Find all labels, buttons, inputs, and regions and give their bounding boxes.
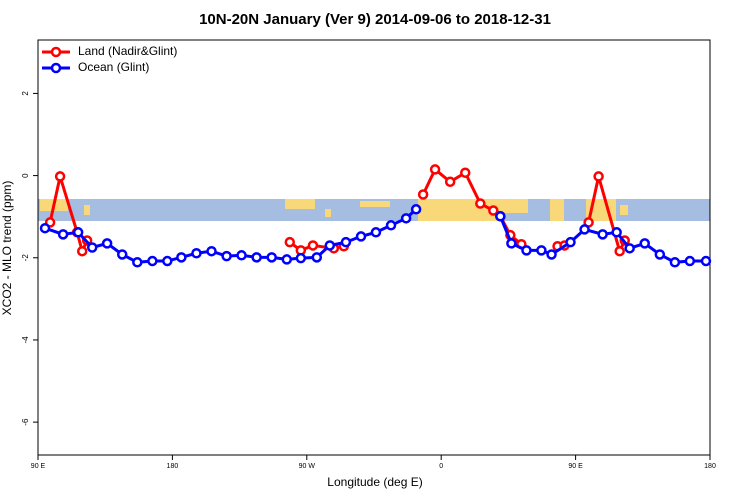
data-point — [639, 238, 650, 249]
plot-box — [37, 39, 711, 456]
land-patch — [620, 205, 628, 215]
data-point — [206, 245, 217, 257]
data-point — [281, 254, 293, 265]
data-point — [295, 252, 307, 264]
data-point — [39, 222, 51, 234]
y-tick-label: -4 — [21, 336, 30, 344]
data-point — [521, 245, 532, 256]
data-point — [410, 204, 422, 215]
data-point — [284, 236, 296, 248]
data-point — [236, 250, 247, 261]
data-point — [101, 238, 113, 249]
data-point — [488, 205, 499, 216]
x-tick-label: 0 — [439, 463, 443, 470]
data-point — [54, 171, 66, 182]
legend-label: Land (Nadir&Glint) — [78, 44, 177, 58]
data-point — [132, 257, 143, 268]
y-tick-label: -6 — [21, 418, 30, 426]
y-tick-label: 2 — [21, 91, 30, 96]
x-tick-label: 90 E — [31, 463, 46, 470]
data-point — [307, 240, 319, 251]
data-point — [76, 245, 88, 257]
data-point — [669, 257, 681, 268]
data-point — [311, 252, 323, 263]
x-tick-label: 180 — [167, 463, 179, 470]
data-point — [176, 252, 187, 263]
data-point — [546, 249, 557, 260]
data-point — [593, 171, 604, 182]
data-point — [355, 231, 367, 242]
data-point — [597, 229, 608, 240]
data-point — [251, 252, 262, 263]
data-point — [191, 248, 202, 259]
land-patch — [285, 199, 315, 209]
land-patch — [325, 209, 331, 217]
legend-marker — [50, 46, 62, 58]
data-point — [654, 249, 666, 260]
data-point — [536, 245, 547, 256]
data-point — [340, 236, 352, 248]
x-axis-label: Longitude (deg E) — [327, 475, 422, 489]
y-axis-label: XCO2 - MLO trend (ppm) — [0, 181, 14, 316]
data-point — [116, 249, 128, 260]
data-point — [429, 164, 441, 175]
data-point — [579, 224, 590, 235]
data-point — [57, 229, 69, 240]
data-point — [444, 176, 456, 188]
data-point — [565, 236, 576, 248]
land-patch — [360, 201, 390, 207]
data-point — [86, 242, 98, 253]
data-point — [495, 211, 506, 222]
x-tick-label: 90 W — [299, 463, 316, 470]
chart-title: 10N-20N January (Ver 9) 2014-09-06 to 20… — [199, 11, 551, 28]
legend-marker — [50, 62, 62, 74]
data-point — [266, 252, 277, 263]
data-point — [370, 227, 382, 238]
data-point — [624, 243, 635, 254]
land-patch — [550, 199, 564, 221]
data-point — [700, 255, 712, 267]
land-patch — [418, 199, 498, 221]
x-tick-label: 90 E — [568, 463, 583, 470]
data-point — [324, 240, 336, 251]
data-point — [400, 213, 412, 224]
data-point — [72, 227, 84, 238]
legend-label: Ocean (Glint) — [78, 60, 149, 74]
data-point — [417, 189, 429, 200]
data-point — [475, 198, 486, 209]
ocean-band — [38, 199, 710, 221]
land-patch — [498, 199, 528, 213]
y-tick-label: 0 — [21, 173, 30, 178]
data-point — [385, 220, 397, 231]
x-tick-label: 180 — [704, 463, 716, 470]
y-tick-label: -2 — [21, 254, 30, 262]
data-point — [162, 255, 173, 267]
data-point — [506, 238, 517, 249]
data-point — [147, 255, 158, 267]
land-patch — [84, 205, 90, 215]
data-point — [684, 255, 696, 267]
data-point — [611, 227, 622, 238]
data-point — [221, 250, 232, 262]
data-point — [459, 167, 471, 178]
data-point — [614, 245, 625, 257]
